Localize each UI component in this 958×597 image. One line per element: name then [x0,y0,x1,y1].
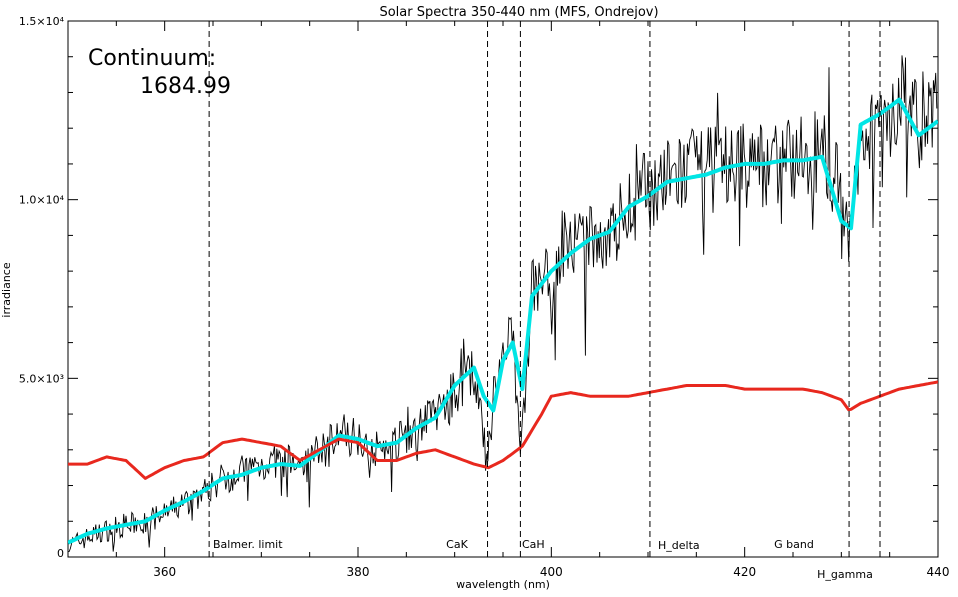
marker-label: H_delta [658,539,700,552]
marker-label: G band [774,538,814,551]
marker-label: CaK [446,538,468,551]
series-layer [68,55,938,553]
marker-label: CaH [522,538,545,551]
y-axis-label: irradiance [0,262,13,317]
plot-border [67,20,939,558]
continuum-value: 1684.99 [140,74,231,99]
x-tick-label: 360 [153,565,176,579]
raw-spectrum-line [68,55,938,553]
x-tick-label: 440 [927,565,950,579]
smoothed-spectrum-line [68,97,938,545]
x-tick-label: 400 [540,565,563,579]
continuum-label: Continuum: [88,46,216,71]
y-tick-label: 1.0×10⁴ [19,194,65,207]
x-axis-label: wavelength (nm) [456,578,550,591]
marker-label: H_gamma [817,568,873,581]
axis-layer: 360 380 400 420 440 0 5.0×10³ 1.0×10⁴ 1.5×10⁴ [19,15,950,579]
y-tick-label: 5.0×10³ [19,372,64,385]
chart-title: Solar Spectra 350-440 nm (MFS, Ondrejov) [379,5,658,20]
y-tick-label: 1.5×10⁴ [19,15,65,28]
marker-label: Balmer. limit [213,538,283,551]
y-tick-label: 0 [57,547,64,560]
x-tick-label: 420 [733,565,756,579]
marker-layer: Balmer. limit CaK CaH H_delta H_gamma G band [208,21,881,581]
continuum-line [68,380,938,480]
plot-frame [67,20,939,558]
x-tick-label: 380 [347,565,370,579]
